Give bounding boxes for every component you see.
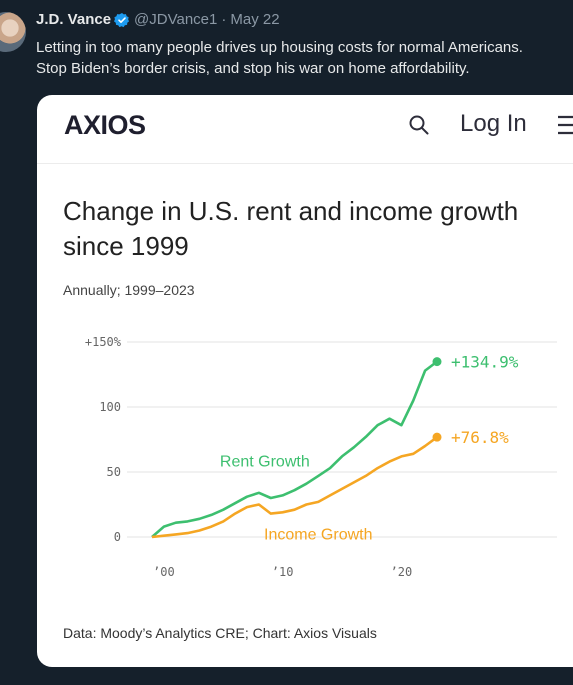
- chart-title: Change in U.S. rent and income growth si…: [63, 196, 519, 261]
- series-name-label: Income Growth: [264, 526, 372, 543]
- series-line-income-growth: [151, 436, 438, 539]
- tweet-date[interactable]: May 22: [230, 11, 280, 28]
- avatar[interactable]: [0, 12, 26, 52]
- search-icon[interactable]: [408, 114, 430, 136]
- series-line-rent-growth: [151, 360, 438, 538]
- series-name-label: Rent Growth: [220, 454, 310, 471]
- y-tick-label: 0: [114, 530, 121, 544]
- header-divider: [37, 163, 573, 164]
- separator-dot: ·: [221, 11, 227, 28]
- series-end-marker: [432, 357, 442, 367]
- tweet-header: J.D. Vance @JDVance1 · May 22: [36, 11, 280, 28]
- chart-source: Data: Moody’s Analytics CRE; Chart: Axio…: [63, 625, 377, 641]
- line-chart: 0 50 100 +150% ’00 ’10 ’20 +134.9% Rent Growth +7…: [85, 335, 557, 579]
- tweet-media-image[interactable]: AXIOS Log In Change in U.S. rent and inc…: [37, 95, 573, 667]
- author-name[interactable]: J.D. Vance: [36, 11, 112, 28]
- author-handle[interactable]: @JDVance1: [134, 11, 218, 28]
- series-end-marker: [432, 432, 442, 442]
- y-tick-label: 50: [107, 465, 121, 479]
- x-tick-label: ’00: [153, 565, 175, 579]
- chart-subtitle: Annually; 1999–2023: [63, 282, 195, 298]
- series-end-label: +134.9%: [451, 353, 519, 372]
- axios-logo: AXIOS: [64, 110, 146, 140]
- x-tick-label: ’20: [391, 565, 413, 579]
- y-tick-label: 100: [99, 400, 121, 414]
- x-tick-label: ’10: [272, 565, 294, 579]
- y-tick-label: +150%: [85, 335, 122, 349]
- tweet-text-line: Stop Biden’s border crisis, and stop his…: [36, 60, 470, 77]
- series-end-label: +76.8%: [451, 428, 509, 447]
- menu-icon[interactable]: [556, 114, 573, 136]
- verified-badge-icon: [114, 12, 130, 28]
- login-link[interactable]: Log In: [460, 110, 527, 137]
- tweet-text-line: Letting in too many people drives up hou…: [36, 39, 523, 56]
- tweet-text: Letting in too many people drives up hou…: [36, 37, 573, 79]
